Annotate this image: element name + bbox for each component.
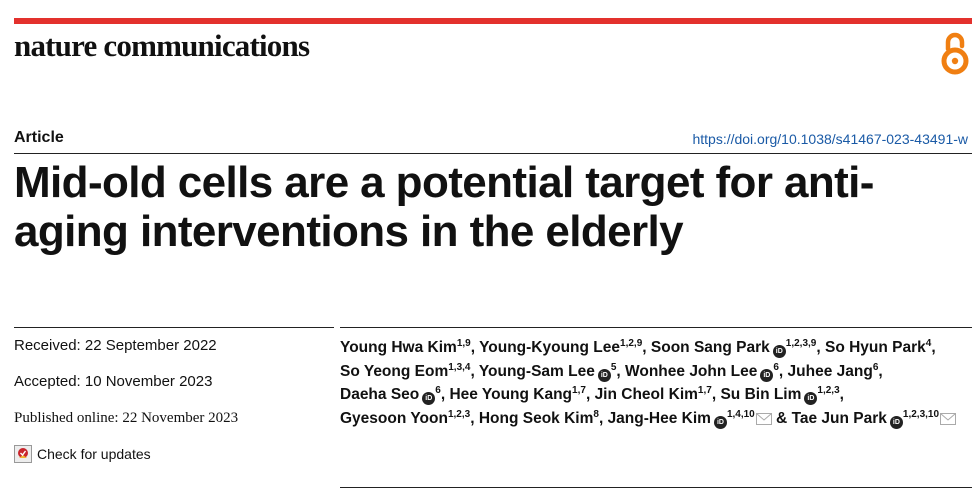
author-name-text: Jang-Hee Kim	[607, 409, 711, 427]
author-name-text: Gyesoon Yoon	[340, 409, 448, 427]
orcid-icon[interactable]: iD	[889, 415, 903, 429]
check-for-updates-label: Check for updates	[37, 446, 151, 462]
author-name-text: Hee Young Kang	[449, 386, 573, 403]
author-name[interactable]: Young-Kyoung Lee1,2,9	[479, 337, 643, 356]
received-date: Received: 22 September 2022	[14, 337, 217, 354]
author-name-text: So Hyun Park	[824, 339, 926, 356]
header-divider	[14, 153, 972, 154]
author-name[interactable]: Daeha Seo iD6	[340, 384, 441, 405]
article-title: Mid-old cells are a potential target for…	[14, 158, 874, 256]
author-name[interactable]: So Yeong Eom1,3,4	[340, 361, 471, 380]
affiliation-superscript: 1,2,3,10	[902, 408, 940, 420]
author-name[interactable]: Soon Sang Park iD1,2,3,9	[650, 337, 817, 358]
doi-link[interactable]: https://doi.org/10.1038/s41467-023-43491…	[692, 131, 968, 147]
author-name-text: Wonhee John Lee	[625, 362, 758, 380]
author-name-text: Hong Seok Kim	[478, 409, 594, 427]
published-date: Published online: 22 November 2023	[14, 410, 239, 426]
author-name-text: Tae Jun Park	[791, 409, 887, 427]
dates-divider	[14, 327, 334, 328]
affiliation-superscript: 1,4,10	[726, 408, 755, 420]
author-name[interactable]: So Hyun Park4	[824, 337, 932, 356]
author-name-text: Su Bin Lim	[720, 386, 802, 403]
author-name-text: Soon Sang Park	[650, 339, 770, 356]
orcid-icon[interactable]: iD	[422, 392, 436, 405]
affiliation-superscript: 6	[773, 361, 779, 373]
author-name[interactable]: Young-Sam Lee iD5	[478, 361, 617, 382]
affiliation-superscript: 1,2,3,9	[785, 337, 817, 349]
affiliation-superscript: 6	[872, 361, 879, 373]
affiliation-superscript: 1,2,3	[817, 384, 840, 396]
orcid-icon[interactable]: iD	[597, 368, 611, 382]
author-name-text: Daeha Seo	[340, 386, 420, 403]
affiliation-superscript: 1,2,3	[447, 408, 471, 420]
author-name-text: Young-Kyoung Lee	[479, 339, 621, 356]
author-name[interactable]: Su Bin Lim iD1,2,3	[720, 384, 840, 405]
check-for-updates-button[interactable]: Check for updates	[14, 445, 151, 463]
email-icon[interactable]	[940, 412, 957, 425]
author-name-text: So Yeong Eom	[340, 362, 449, 380]
accepted-date: Accepted: 10 November 2023	[14, 373, 213, 390]
open-access-icon	[941, 32, 969, 75]
author-list: Young Hwa Kim1,9, Young-Kyoung Lee1,2,9,…	[340, 336, 972, 430]
author-name-text: Juhee Jang	[787, 362, 873, 380]
author-name[interactable]: Hee Young Kang1,7	[449, 384, 586, 403]
affiliation-superscript: 1,3,4	[448, 361, 471, 373]
affiliation-superscript: 1,7	[572, 384, 586, 396]
crossmark-icon	[14, 445, 32, 463]
author-name[interactable]: Young Hwa Kim1,9	[340, 337, 471, 356]
author-list-bottom-divider	[340, 487, 972, 488]
author-name[interactable]: Gyesoon Yoon1,2,3	[340, 408, 471, 427]
affiliation-superscript: 1,2,9	[620, 337, 643, 349]
affiliation-superscript: 5	[610, 361, 617, 373]
affiliation-superscript: 1,9	[456, 337, 471, 349]
journal-brand-bar	[14, 18, 972, 24]
author-name[interactable]: Juhee Jang6	[787, 361, 879, 380]
author-name-text: Jin Cheol Kim	[594, 386, 698, 403]
author-name[interactable]: Jin Cheol Kim1,7	[594, 384, 712, 403]
affiliation-superscript: 6	[435, 384, 441, 396]
author-name[interactable]: Tae Jun Park iD1,2,3,10	[791, 408, 957, 429]
author-name-text: Young-Sam Lee	[478, 362, 595, 380]
author-name[interactable]: Wonhee John Lee iD6	[625, 361, 779, 382]
orcid-icon[interactable]: iD	[713, 415, 727, 429]
authors-divider	[340, 327, 972, 328]
email-icon[interactable]	[755, 412, 772, 425]
orcid-icon[interactable]: iD	[760, 368, 774, 382]
affiliation-superscript: 4	[925, 337, 932, 349]
orcid-icon[interactable]: iD	[772, 345, 786, 358]
orcid-icon[interactable]: iD	[804, 392, 818, 405]
affiliation-superscript: 1,7	[697, 384, 712, 396]
affiliation-superscript: 8	[593, 408, 599, 420]
author-name-text: Young Hwa Kim	[340, 339, 457, 356]
article-type-label: Article	[14, 129, 64, 146]
author-name[interactable]: Jang-Hee Kim iD1,4,10	[607, 408, 772, 429]
author-name[interactable]: Hong Seok Kim8	[478, 408, 599, 427]
journal-name[interactable]: nature communications	[14, 28, 310, 63]
